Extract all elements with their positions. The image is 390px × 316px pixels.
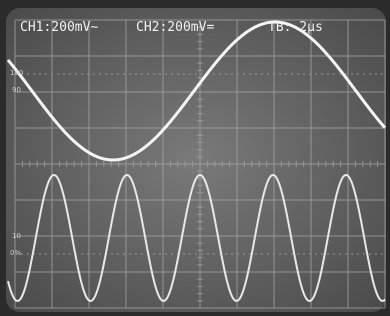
page: CH1:200mV~ CH2:200mV= TB: 2µs 100 90 10 … xyxy=(0,0,390,316)
ch2-readout: CH2:200mV= xyxy=(136,20,214,35)
graticule-mark: 0% xyxy=(10,249,21,257)
graticule-mark: 90 xyxy=(12,86,21,94)
graticule-mark: 100 xyxy=(10,69,23,77)
graticule-mark: 10 xyxy=(12,232,21,240)
ch1-readout: CH1:200mV~ xyxy=(20,20,98,35)
oscilloscope: CH1:200mV~ CH2:200mV= TB: 2µs 100 90 10 … xyxy=(0,0,390,316)
screen xyxy=(6,8,386,312)
timebase-readout: TB: 2µs xyxy=(268,20,323,35)
